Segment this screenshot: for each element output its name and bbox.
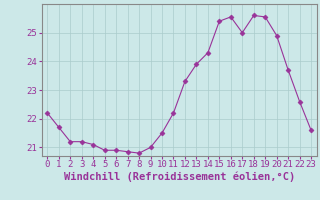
X-axis label: Windchill (Refroidissement éolien,°C): Windchill (Refroidissement éolien,°C) xyxy=(64,172,295,182)
